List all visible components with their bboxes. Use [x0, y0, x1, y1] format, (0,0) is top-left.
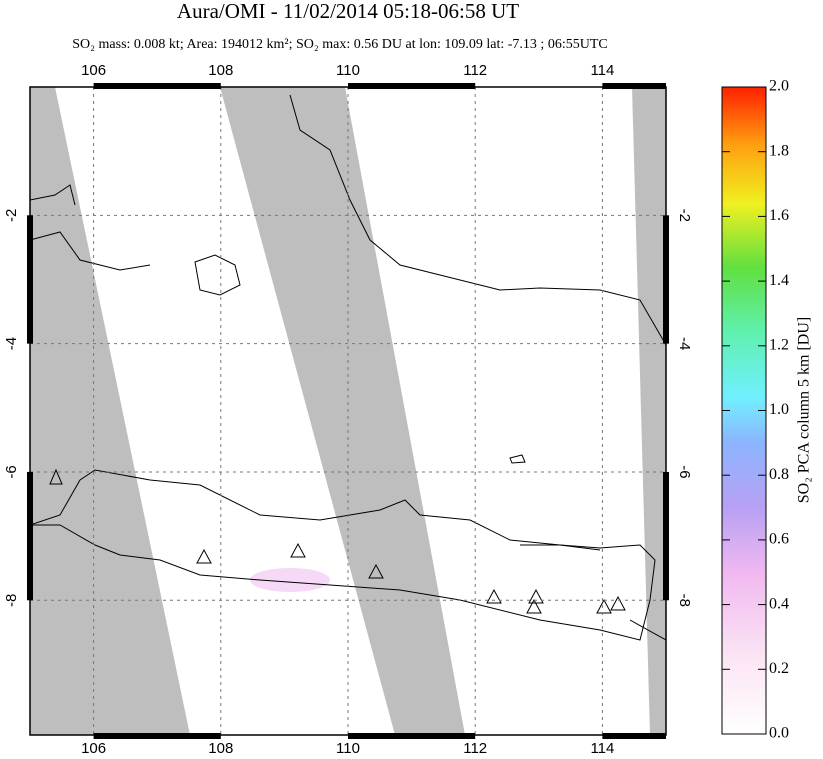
frame-bar [93, 733, 221, 739]
x-tick-label: 112 [463, 740, 487, 757]
colorbar-label: SO₂ PCA column 5 km [DU] [796, 317, 813, 503]
frame-bars [27, 83, 669, 739]
volcanoes [49, 468, 626, 614]
colorbar-tick-label: 0.6 [769, 531, 789, 548]
colorbar-tick-label: 0.8 [769, 466, 789, 483]
coastlines [30, 94, 666, 641]
y-tick-label: -4 [3, 337, 20, 350]
no-data-swath [632, 87, 666, 735]
frame-bar [348, 83, 476, 89]
colorbar-tick-label: 0.4 [769, 595, 789, 612]
colorbar-tick-label: 1.4 [769, 272, 789, 289]
no-data-swath [30, 87, 190, 735]
map-area [30, 87, 666, 735]
colorbar-tick-label: 0.2 [769, 660, 789, 677]
y-tick-label: -8 [676, 594, 693, 607]
x-tick-label: 114 [590, 62, 614, 79]
frame-bar [348, 733, 476, 739]
x-tick-label: 108 [208, 740, 233, 757]
x-tick-label: 114 [590, 740, 614, 757]
colorbar-tick-label: 2.0 [769, 78, 789, 95]
axes: 106 106 108 108 110 110 112 112 114 114 -2 -2 -4 -4 -6… [3, 62, 693, 757]
frame-bar [27, 215, 33, 344]
colorbar-axis: 0.0 0.2 0.4 0.6 0.8 1.0 1.2 1.4 1.6 1.8 2.0 [722, 78, 789, 742]
y-tick-label: -6 [3, 465, 20, 478]
y-tick-label: -2 [3, 209, 20, 222]
frame-bar [663, 215, 669, 344]
colorbar-tick-label: 1.8 [769, 142, 789, 159]
y-tick-label: -2 [676, 209, 693, 222]
title: Aura/OMI - 11/02/2014 05:18-06:58 UT [177, 0, 519, 23]
so2-patch [250, 568, 330, 592]
y-tick-label: -6 [676, 465, 693, 478]
colorbar-tick-label: 1.0 [769, 401, 789, 418]
frame-bar [93, 83, 221, 89]
frame-bar [27, 471, 33, 601]
x-tick-label: 110 [336, 740, 360, 757]
subtitle: SO₂ mass: 0.008 kt; Area: 194012 km²; SO… [72, 37, 607, 52]
no-data-swath [220, 87, 465, 735]
y-tick-label: -4 [676, 337, 693, 350]
grid [30, 87, 666, 735]
colorbar-tick-label: 1.2 [769, 336, 789, 353]
y-tick-label: -8 [3, 594, 20, 607]
frame-bar [602, 733, 666, 739]
frame-bar [663, 471, 669, 601]
colorbar-tick-label: 1.6 [769, 207, 789, 224]
x-tick-label: 106 [81, 740, 106, 757]
x-tick-label: 106 [81, 62, 106, 79]
x-tick-label: 112 [463, 62, 487, 79]
frame-bar [602, 83, 666, 89]
x-tick-label: 108 [208, 62, 233, 79]
colorbar-tick-label: 0.0 [769, 725, 789, 742]
x-tick-label: 110 [336, 62, 360, 79]
